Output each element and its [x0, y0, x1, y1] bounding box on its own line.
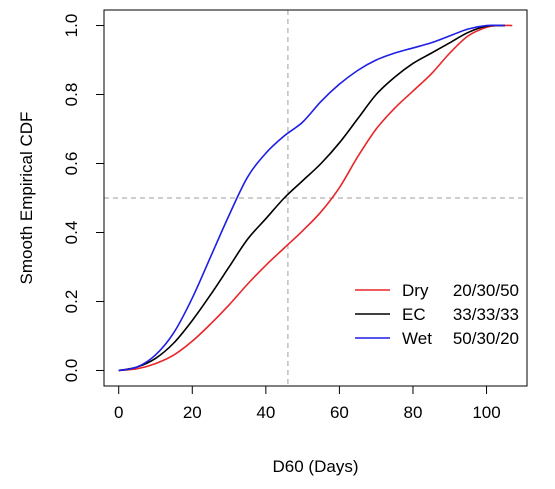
series-layer	[118, 24, 513, 372]
y-tick-label: 1.0	[62, 14, 81, 38]
y-tick-label: 0.4	[62, 221, 81, 245]
x-tick-label: 100	[472, 403, 500, 422]
series-line-dry	[118, 24, 513, 372]
legend-split-dry: 20/30/50	[453, 281, 519, 300]
legend-split-wet: 50/30/20	[453, 329, 519, 348]
y-tick-label: 0.0	[62, 359, 81, 383]
x-tick-label: 60	[330, 403, 349, 422]
series-line-wet	[118, 24, 505, 372]
series-line-ec	[118, 24, 505, 372]
legend-label-wet: Wet	[402, 329, 432, 348]
reference-lines	[104, 10, 527, 386]
y-tick-label: 0.2	[62, 290, 81, 314]
x-tick-label: 0	[114, 403, 123, 422]
legend: Dry 20/30/50 EC 33/33/33 Wet 50/30/20	[355, 281, 519, 348]
y-axis: 0.0 0.2 0.4 0.6 0.8 1.0	[62, 14, 104, 383]
x-tick-label: 40	[256, 403, 275, 422]
x-tick-label: 20	[183, 403, 202, 422]
y-axis-title: Smooth Empirical CDF	[17, 112, 36, 285]
x-axis-title: D60 (Days)	[273, 457, 359, 476]
legend-split-ec: 33/33/33	[453, 305, 519, 324]
x-tick-label: 80	[404, 403, 423, 422]
legend-label-ec: EC	[402, 305, 426, 324]
legend-label-dry: Dry	[402, 281, 429, 300]
x-axis: 0 20 40 60 80 100	[114, 385, 501, 422]
y-tick-label: 0.8	[62, 83, 81, 107]
y-tick-label: 0.6	[62, 152, 81, 176]
